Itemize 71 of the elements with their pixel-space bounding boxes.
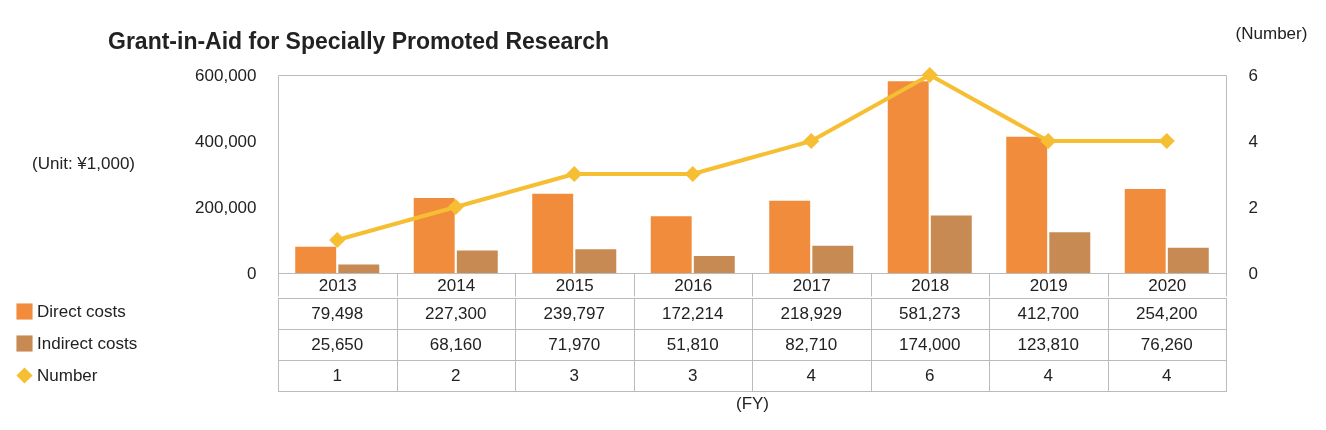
legend-label: Indirect costs: [37, 333, 138, 353]
point: [447, 198, 464, 216]
data-label: 123,810: [1017, 334, 1079, 354]
data-label: 68,160: [429, 334, 482, 354]
x-tick-label: 2015: [555, 275, 594, 295]
bar: [1167, 247, 1209, 273]
data-label: 76,260: [1140, 334, 1193, 354]
bar: [1049, 232, 1091, 273]
y2-tick-label: 0: [1248, 263, 1258, 283]
chart-title: Grant-in-Aid for Specially Promoted Research: [108, 27, 610, 54]
bar: [413, 197, 455, 273]
legend-label: Number: [37, 365, 98, 385]
data-label: 79,498: [311, 303, 364, 323]
data-label: 3: [688, 365, 698, 385]
point: [566, 165, 583, 183]
point: [1158, 132, 1175, 150]
y-tick-label: 0: [247, 263, 257, 283]
y-tick-label: 200,000: [195, 197, 257, 217]
point: [803, 132, 820, 150]
x-tick-label: 2018: [911, 275, 950, 295]
y2-tick-label: 6: [1248, 65, 1258, 85]
x-tick-label: 2019: [1029, 275, 1068, 295]
y2-tick-label: 4: [1248, 131, 1258, 151]
x-tick-label: 2014: [437, 275, 476, 295]
bar: [575, 249, 617, 273]
data-label: 4: [806, 365, 816, 385]
data-label: 71,970: [548, 334, 601, 354]
point: [1040, 132, 1057, 150]
y-tick-label: 600,000: [195, 65, 257, 85]
bar: [456, 250, 498, 273]
legend-label: Direct costs: [37, 301, 126, 321]
bar: [532, 193, 574, 273]
data-label: 581,273: [899, 303, 961, 323]
data-label: 174,000: [899, 334, 961, 354]
bar: [930, 215, 972, 273]
data-label: 412,700: [1017, 303, 1079, 323]
data-label: 2: [451, 365, 461, 385]
data-label: 82,710: [785, 334, 838, 354]
point: [684, 165, 701, 183]
bar: [887, 81, 929, 273]
bar: [812, 245, 854, 273]
point: [329, 231, 346, 249]
y2-axis-title: (Number): [1235, 23, 1308, 43]
data-label: 51,810: [666, 334, 719, 354]
text: (FY): [735, 393, 770, 413]
point: [921, 66, 938, 84]
data-label: 254,200: [1136, 303, 1198, 323]
y-tick-label: 400,000: [195, 131, 257, 151]
bar: [650, 216, 692, 273]
data-label: 172,214: [662, 303, 724, 323]
data-label: 1: [332, 365, 342, 385]
x-tick-label: 2013: [318, 275, 357, 295]
bar: [769, 200, 811, 273]
data-label: 218,929: [780, 303, 842, 323]
y-axis-title: (Unit: ¥1,000): [32, 153, 135, 173]
data-label: 3: [569, 365, 579, 385]
data-label: 239,797: [543, 303, 605, 323]
bar: [1006, 136, 1048, 273]
data-label: 227,300: [425, 303, 487, 323]
y2-tick-label: 2: [1248, 197, 1258, 217]
bar: [338, 264, 380, 273]
data-label: 4: [1162, 365, 1172, 385]
bar: [295, 246, 337, 273]
bar: [693, 255, 735, 273]
x-tick-label: 2016: [674, 275, 713, 295]
data-label: 6: [925, 365, 935, 385]
data-label: 4: [1043, 365, 1053, 385]
x-tick-label: 2017: [792, 275, 831, 295]
x-tick-label: 2020: [1148, 275, 1187, 295]
bar: [1124, 189, 1166, 273]
data-label: 25,650: [311, 334, 364, 354]
